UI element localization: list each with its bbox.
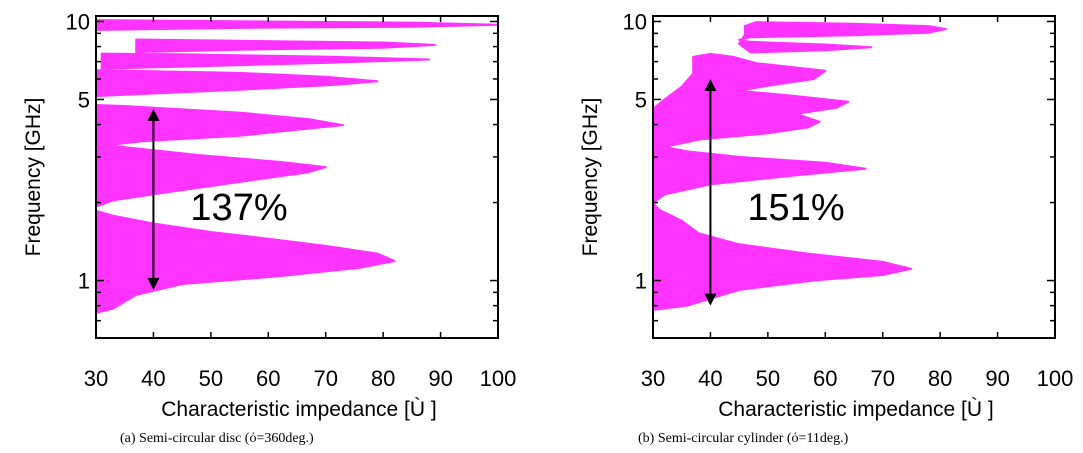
arrow-head-down-a <box>147 277 160 290</box>
x-tick-label-a-50: 50 <box>199 366 223 391</box>
y-axis-label-b: Frequency [GHz] <box>579 98 602 257</box>
plot-frame-b <box>652 15 1056 339</box>
plot-fill-b <box>652 21 947 311</box>
bandwidth-arrow-a <box>147 108 160 290</box>
y-tick-label-b-5: 5 <box>635 87 647 112</box>
impedance-region-a-2 <box>95 104 344 208</box>
chart-panel-a: 30 40 50 60 70 80 90 100 1 5 10 137% Characteristi… <box>0 0 541 453</box>
impedance-region-a-3 <box>95 69 379 98</box>
x-tick-label-a-90: 90 <box>428 366 452 391</box>
plot-frame-a <box>95 15 499 339</box>
impedance-region-a-1 <box>95 209 396 314</box>
x-tick-label-b-80: 80 <box>928 366 952 391</box>
y-axis-label-a: Frequency [GHz] <box>22 98 45 257</box>
x-tick-label-b-90: 90 <box>985 366 1009 391</box>
impedance-region-b-2 <box>738 21 947 54</box>
x-tick-label-b-50: 50 <box>756 366 780 391</box>
tick-marks-b <box>652 16 1056 339</box>
x-tick-label-b-60: 60 <box>813 366 837 391</box>
x-tick-label-a-60: 60 <box>256 366 280 391</box>
x-tick-label-a-40: 40 <box>141 366 165 391</box>
arrow-head-up-a <box>147 108 160 121</box>
x-tick-label-b-70: 70 <box>870 366 894 391</box>
bandwidth-annotation-b: 151% <box>747 187 844 229</box>
impedance-region-a-6 <box>95 19 499 31</box>
chart-panel-b: 30 40 50 60 70 80 90 100 1 5 10 151% Characteristi… <box>557 0 1083 453</box>
chart-svg-b: 30 40 50 60 70 80 90 100 1 5 10 151% Characteristi… <box>579 9 1074 421</box>
impedance-region-a-4 <box>100 52 431 70</box>
arrow-head-up-b <box>704 78 717 91</box>
arrow-head-down-b <box>704 293 717 306</box>
x-tick-label-b-100: 100 <box>1037 366 1074 391</box>
y-tick-label-a-1: 1 <box>78 269 90 294</box>
caption-a: (a) Semi-circular disc (ό=360deg.) <box>120 431 314 446</box>
x-tick-label-b-40: 40 <box>698 366 722 391</box>
tick-marks-a <box>95 16 499 339</box>
plot-fill-a <box>95 19 499 314</box>
y-tick-label-b-1: 1 <box>635 269 647 294</box>
x-tick-label-a-30: 30 <box>84 366 108 391</box>
impedance-region-b-1 <box>652 52 913 311</box>
y-tick-label-b-10: 10 <box>623 9 647 34</box>
x-axis-label-a: Characteristic impedance [Ù ] <box>161 398 436 421</box>
impedance-region-a-5 <box>135 38 436 54</box>
y-tick-label-a-5: 5 <box>78 87 90 112</box>
tick-labels-a: 30 40 50 60 70 80 90 100 1 5 10 <box>66 9 517 391</box>
x-tick-label-a-100: 100 <box>480 366 517 391</box>
caption-b: (b) Semi-circular cylinder (ό=11deg.) <box>638 431 849 446</box>
bandwidth-annotation-a: 137% <box>190 187 287 229</box>
x-axis-label-b: Characteristic impedance [Ù ] <box>718 398 993 421</box>
bandwidth-arrow-b <box>704 78 717 306</box>
tick-labels-b: 30 40 50 60 70 80 90 100 1 5 10 <box>623 9 1074 391</box>
chart-svg-a: 30 40 50 60 70 80 90 100 1 5 10 137% Characteristi… <box>22 9 517 421</box>
y-tick-label-a-10: 10 <box>66 9 90 34</box>
x-tick-label-a-70: 70 <box>313 366 337 391</box>
x-tick-label-a-80: 80 <box>371 366 395 391</box>
x-tick-label-b-30: 30 <box>641 366 665 391</box>
